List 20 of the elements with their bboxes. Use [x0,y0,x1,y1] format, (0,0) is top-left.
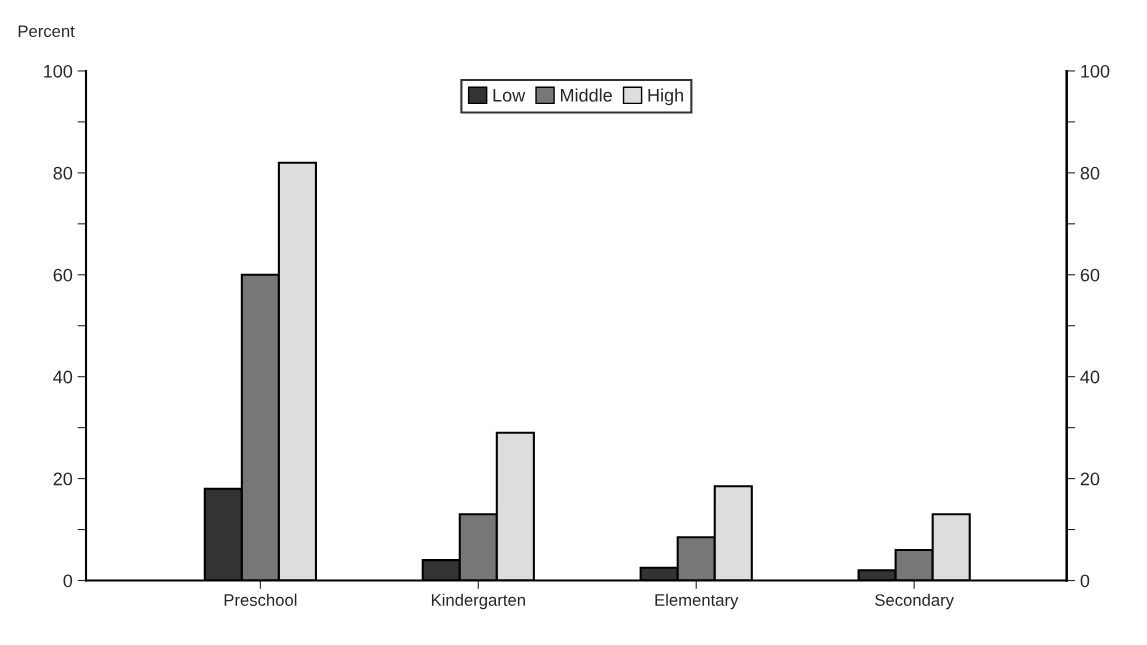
y2-tick-label: 60 [1080,268,1100,282]
y-tick-label: 0 [63,574,73,588]
y2-tick-label: 20 [1080,472,1100,486]
y-tick-label: 80 [53,166,73,180]
x-tick-label: Elementary [655,593,739,610]
legend-label: High [648,88,683,106]
x-tick-label: Preschool [224,593,297,606]
x-tick-label: Secondary [875,593,954,610]
y-axis-title: Percent [18,25,75,38]
y-tick-label: 60 [53,268,73,282]
y2-tick-label: 40 [1080,370,1100,384]
legend-label: Low [493,89,526,102]
x-tick-label: Kindergarten [431,593,525,610]
legend-label: Middle [560,88,612,102]
y2-tick-label: 0 [1080,574,1090,588]
y-tick-label: 20 [53,472,73,486]
y2-tick-label: 80 [1080,166,1100,180]
y2-tick-label: 100 [1081,64,1110,78]
y-tick-label: 40 [53,370,73,384]
y-tick-label: 100 [44,64,73,78]
